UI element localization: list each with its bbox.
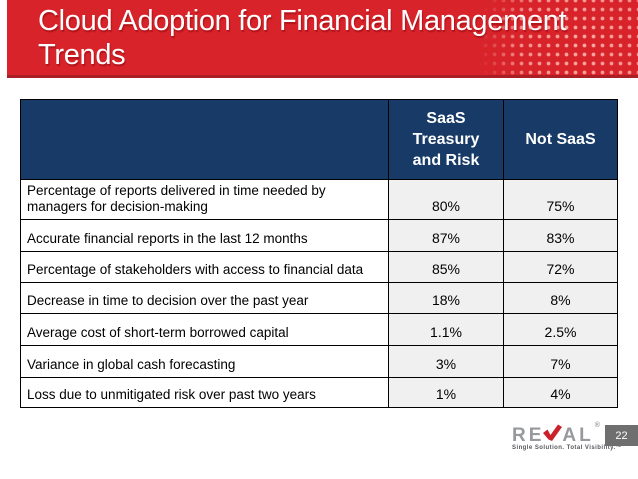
title-banner: Cloud Adoption for Financial Management … — [7, 0, 638, 78]
row-label-cell: Decrease in time to decision over the pa… — [20, 282, 389, 314]
cloud-adoption-metrics-table: SaaS Treasury and Risk Not SaaS Percenta… — [20, 99, 618, 408]
table-row: Accurate financial reports in the last 1… — [20, 219, 618, 252]
reval-wordmark: RE AL ® — [512, 422, 607, 446]
row-label-cell: Loss due to unmitigated risk over past t… — [20, 377, 389, 408]
table-row: Decrease in time to decision over the pa… — [20, 282, 618, 314]
row-label-cell: Percentage of stakeholders with access t… — [20, 251, 389, 283]
notsaas-value-cell: 7% — [503, 345, 618, 378]
saas-value-cell: 1.1% — [388, 313, 504, 346]
table-row: Percentage of reports delivered in time … — [20, 179, 618, 220]
reval-logo: RE AL ® Single Solution. Total Visibility.… — [512, 422, 623, 451]
globe-dots-decoration — [472, 0, 638, 75]
empty-corner-header-cell — [20, 99, 389, 180]
notsaas-value-cell: 2.5% — [503, 313, 618, 346]
row-label-cell: Percentage of reports delivered in time … — [20, 179, 389, 220]
saas-value-cell: 18% — [388, 282, 504, 314]
row-label-cell: Average cost of short-term borrowed capi… — [20, 313, 389, 346]
notsaas-value-cell: 75% — [503, 179, 618, 220]
column-header-not-saas: Not SaaS — [503, 99, 618, 180]
table-row: Percentage of stakeholders with access t… — [20, 251, 618, 283]
row-label-cell: Variance in global cash forecasting — [20, 345, 389, 378]
logo-letters-al: AL — [562, 425, 594, 446]
saas-value-cell: 3% — [388, 345, 504, 378]
table-header-row: SaaS Treasury and Risk Not SaaS — [20, 99, 618, 180]
logo-letters-re: RE — [512, 425, 545, 446]
saas-value-cell: 80% — [388, 179, 504, 220]
table-row: Loss due to unmitigated risk over past t… — [20, 377, 618, 408]
table-row: Average cost of short-term borrowed capi… — [20, 313, 618, 346]
slide-title-line2: Trends — [38, 39, 126, 71]
notsaas-value-cell: 4% — [503, 377, 618, 408]
table-row: Variance in global cash forecasting 3% 7… — [20, 345, 618, 378]
notsaas-value-cell: 8% — [503, 282, 618, 314]
saas-value-cell: 1% — [388, 377, 504, 408]
page-number-badge: 22 — [605, 425, 638, 446]
saas-value-cell: 85% — [388, 251, 504, 283]
row-label-cell: Accurate financial reports in the last 1… — [20, 219, 389, 252]
saas-value-cell: 87% — [388, 219, 504, 252]
checkmark-icon — [543, 424, 563, 441]
notsaas-value-cell: 83% — [503, 219, 618, 252]
column-header-saas-treasury-and-risk: SaaS Treasury and Risk — [388, 99, 504, 180]
logo-tagline: Single Solution. Total Visibility.™ — [512, 445, 623, 451]
notsaas-value-cell: 72% — [503, 251, 618, 283]
registered-trademark-symbol: ® — [594, 422, 600, 429]
